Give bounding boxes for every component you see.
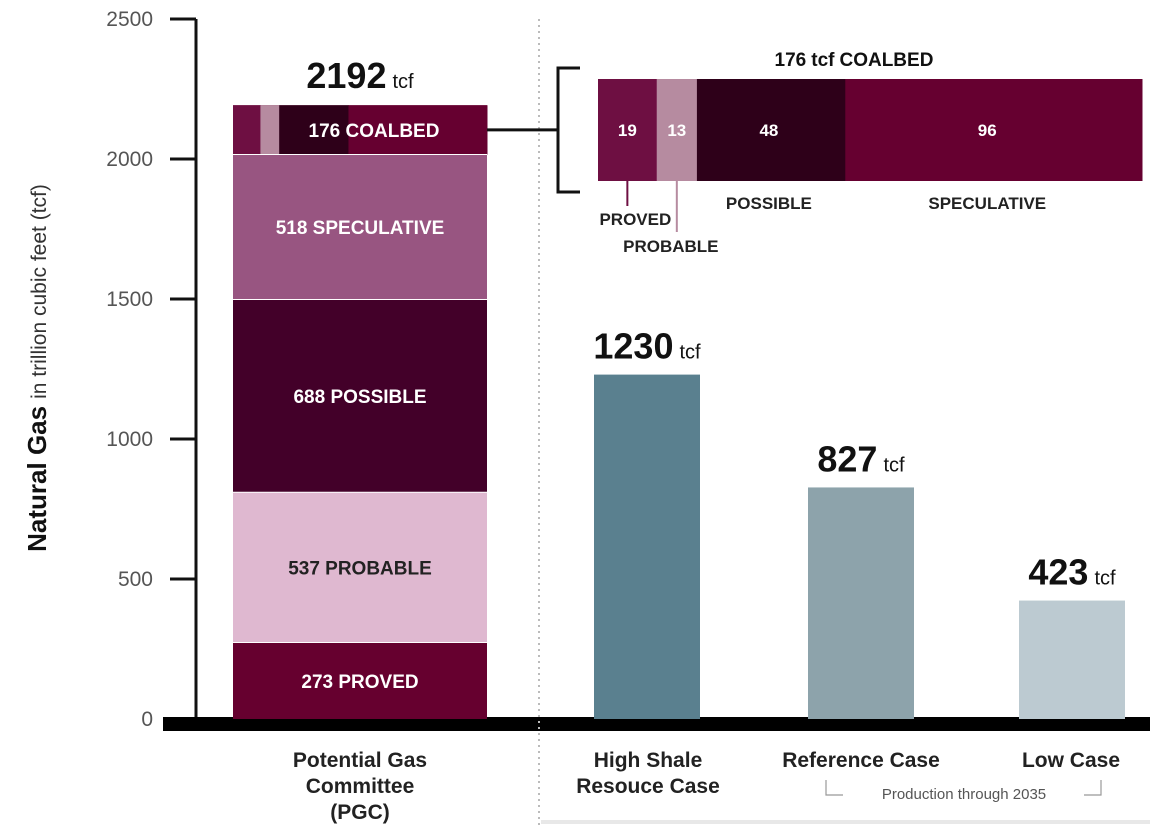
case-bar: 423 tcf	[1019, 552, 1125, 719]
detail-part-name: POSSIBLE	[726, 194, 812, 213]
case-value: 1230	[593, 326, 673, 367]
detail-part-name: PROVED	[599, 210, 671, 229]
category-label-line: (PGC)	[330, 801, 390, 824]
case-bar-rect	[594, 374, 700, 719]
detail-part: 19 PROVED	[598, 79, 671, 229]
case-unit: tcf	[1094, 568, 1116, 590]
y-axis-title: Natural Gas in trillion cubic feet (tcf)	[22, 184, 52, 552]
y-tick-label: 2000	[106, 148, 153, 171]
y-axis-label-rest: in trillion cubic feet (tcf)	[28, 184, 51, 399]
category-label: Reference Case	[782, 749, 940, 772]
category-label-line: Potential Gas	[293, 749, 427, 772]
detail-part: 13 PROBABLE	[623, 79, 719, 256]
note-bracket-right	[1084, 780, 1102, 796]
detail-part-value: 96	[978, 121, 997, 140]
detail-title: 176 tcf COALBED	[775, 50, 934, 71]
y-axis: 0 500 1000 1500 2000 2500	[106, 8, 1150, 827]
category-labels: Potential Gas Committee (PGC) High Shale Res…	[293, 749, 1120, 824]
detail-part-rect	[656, 79, 698, 181]
bars: 273 PROVED 537 PROBABLE 688 POSSIBLE 518 SP…	[233, 55, 1125, 719]
pgc-segment-label: 518 SPECULATIVE	[276, 218, 445, 239]
case-unit: tcf	[679, 342, 701, 364]
detail-part-rect	[598, 79, 658, 181]
case-value: 423	[1028, 552, 1088, 593]
pgc-segment: 537 PROBABLE	[233, 492, 487, 643]
pgc-segment-label: 176 COALBED	[309, 121, 440, 142]
pgc-segment-label: 688 POSSIBLE	[293, 387, 426, 408]
case-bar: 1230 tcf	[593, 326, 701, 719]
case-unit: tcf	[883, 454, 905, 476]
coalbed-detail: 176 tcf COALBED 19 PROVED 13 PROBABLE 48 POSSIBL…	[487, 50, 1143, 256]
case-bar-rect	[808, 487, 914, 719]
y-axis-label: Natural Gas in trillion cubic feet (tcf)	[22, 184, 52, 552]
pgc-segment-label: 273 PROVED	[301, 672, 418, 693]
baseline	[163, 717, 1150, 731]
case-bar-rect	[1019, 600, 1125, 719]
detail-part: 96 SPECULATIVE	[845, 79, 1143, 213]
case-value-label: 423 tcf	[1028, 552, 1116, 593]
detail-part-rect	[696, 79, 846, 181]
detail-title-rest: COALBED	[839, 50, 933, 71]
cases-note-text: Production through 2035	[882, 786, 1046, 803]
category-label-line: Committee	[306, 775, 415, 798]
category-label-line: Resouce Case	[576, 775, 720, 798]
pgc-segment: 273 PROVED	[233, 642, 487, 719]
case-bar: 827 tcf	[808, 438, 914, 719]
y-tick-label: 0	[141, 708, 153, 731]
pgc-segment-rect	[233, 154, 487, 300]
detail-title-unit: tcf	[811, 50, 835, 71]
pgc-segment: 518 SPECULATIVE	[233, 154, 487, 300]
detail-bracket	[556, 66, 580, 194]
detail-part-rect	[845, 79, 1143, 181]
category-label: Low Case	[1022, 749, 1120, 772]
pgc-segment-label: 537 PROBABLE	[288, 558, 432, 579]
case-value-label: 827 tcf	[817, 438, 905, 479]
pgc-total-value: 2192	[306, 55, 386, 96]
y-tick-label: 1500	[106, 288, 153, 311]
category-label-line: Reference Case	[782, 749, 940, 772]
pgc-coalbed-part	[233, 105, 261, 155]
pgc-coalbed-part	[348, 105, 488, 155]
y-tick-label: 2500	[106, 8, 153, 31]
y-axis-label-bold: Natural Gas	[22, 406, 52, 552]
case-value-label: 1230 tcf	[593, 326, 701, 367]
detail-part-name: SPECULATIVE	[928, 194, 1046, 213]
pgc-segment-rect	[233, 642, 487, 719]
category-label-line: High Shale	[594, 749, 703, 772]
detail-part-value: 48	[759, 121, 778, 140]
detail-part-value: 13	[667, 121, 686, 140]
pgc-segment: 176 COALBED	[233, 105, 488, 155]
detail-part-name: PROBABLE	[623, 237, 718, 256]
pgc-coalbed-part	[279, 105, 349, 155]
pgc-segment-rect	[233, 299, 487, 493]
pgc-total-label: 2192 tcf	[306, 55, 414, 96]
detail-part: 48 POSSIBLE	[696, 79, 846, 213]
y-tick-label: 1000	[106, 428, 153, 451]
cases-note: Production through 2035	[825, 780, 1102, 803]
category-label: High Shale Resouce Case	[576, 749, 720, 798]
detail-part-value: 19	[618, 121, 637, 140]
note-bracket-left	[825, 780, 843, 796]
detail-title-num: 176	[775, 50, 807, 71]
category-label-line: Low Case	[1022, 749, 1120, 772]
category-label: Potential Gas Committee (PGC)	[293, 749, 427, 824]
pgc-coalbed-part	[260, 105, 280, 155]
pgc-segment: 688 POSSIBLE	[233, 299, 487, 493]
case-value: 827	[817, 438, 877, 479]
pgc-segment-rect	[233, 492, 487, 643]
pgc-total-unit: tcf	[392, 71, 414, 93]
y-tick-label: 500	[118, 568, 153, 591]
